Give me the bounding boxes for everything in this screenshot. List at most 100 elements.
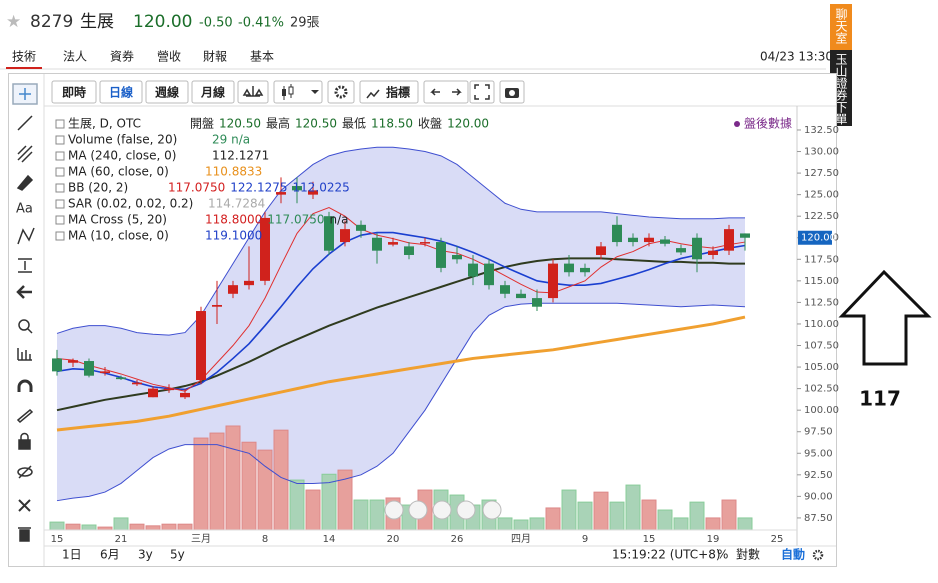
magnet-tool[interactable] (17, 379, 33, 392)
gear-icon[interactable] (334, 85, 348, 99)
brush-tool[interactable] (16, 174, 34, 191)
candle-body (340, 229, 350, 243)
hide-slash[interactable] (18, 465, 32, 479)
hide-tool[interactable] (17, 467, 33, 477)
settings-gear[interactable] (812, 549, 824, 561)
change-pct: -0.41% (238, 16, 284, 31)
timeframe-label[interactable]: 月線 (200, 85, 225, 100)
back-tool[interactable] (16, 285, 32, 299)
timeframe-button[interactable] (145, 80, 189, 104)
tab[interactable]: 資券 (110, 49, 134, 64)
remove-tools[interactable] (18, 499, 31, 512)
legend-toggle[interactable] (55, 151, 65, 161)
tab[interactable]: 法人 (63, 50, 87, 64)
candle-body (180, 392, 190, 398)
legend-toggle[interactable] (55, 167, 65, 177)
trash-tool[interactable] (19, 529, 30, 542)
legend-value: 112.1271 (212, 149, 269, 163)
candle-body (436, 242, 446, 268)
timeframe-label[interactable]: 即時 (62, 85, 86, 100)
volume-bar (513, 519, 529, 531)
pager-button[interactable] (432, 500, 452, 520)
fullscreen-icon[interactable] (474, 84, 490, 100)
candle-body (244, 280, 254, 286)
fib-tool[interactable] (17, 145, 33, 163)
volume-bar (609, 501, 625, 531)
legend-value: 118.50 (371, 117, 413, 131)
chat-tab-label[interactable]: 聊天室 (834, 8, 848, 44)
pager-button[interactable] (408, 500, 428, 520)
timeframe-label[interactable]: 日線 (109, 85, 133, 100)
pager-button[interactable] (456, 500, 476, 520)
chat-tab[interactable] (830, 4, 852, 50)
bars-tool[interactable] (17, 348, 32, 361)
log-toggle[interactable]: 對數 (736, 548, 760, 562)
range-button[interactable]: 6月 (100, 548, 120, 562)
pager-button[interactable] (384, 500, 404, 520)
camera-lens[interactable] (509, 90, 515, 96)
clock: 15:19:22 (UTC+8) (612, 548, 721, 562)
legend-toggle[interactable] (55, 183, 65, 193)
order-tab-label[interactable]: 玉山證券下單 (834, 53, 848, 125)
undo-redo-icon[interactable] (430, 88, 462, 96)
percent-toggle[interactable]: % (717, 548, 728, 562)
range-button[interactable]: 5y (170, 548, 185, 562)
legend-label: 生展, D, OTC (68, 117, 141, 131)
last-price-box (798, 230, 832, 245)
volume-bar (369, 499, 385, 531)
tab[interactable]: 營收 (157, 50, 181, 64)
line-tool[interactable] (17, 115, 33, 131)
pager-button[interactable] (482, 500, 502, 520)
volume-bar (289, 479, 305, 531)
crosshair-icon[interactable] (19, 88, 31, 100)
indicator-label[interactable]: 指標 (386, 85, 410, 100)
legend-label: MA (60, close, 0) (68, 165, 169, 179)
legend-value: 120.50 (219, 117, 261, 131)
undo-redo-button[interactable] (423, 80, 469, 104)
range-button[interactable]: 1日 (62, 548, 82, 562)
legend-toggle[interactable] (55, 199, 65, 209)
legend-toggle[interactable] (55, 215, 65, 225)
settings-button[interactable] (327, 80, 355, 104)
legend-value: 112.0225 (293, 181, 350, 195)
star[interactable]: ★ (6, 12, 21, 32)
dropdown-icon[interactable] (311, 90, 319, 94)
chart-type-button[interactable] (273, 80, 323, 104)
candle-body (564, 263, 574, 273)
timeframe-button[interactable] (99, 80, 143, 104)
candle-icon[interactable] (282, 89, 286, 96)
zoom-handle[interactable] (27, 328, 33, 334)
indicator-icon[interactable] (366, 89, 380, 99)
change: -0.50 (199, 16, 233, 31)
volume-bar (593, 491, 609, 531)
tab[interactable]: 基本 (250, 50, 274, 64)
tab[interactable]: 財報 (203, 49, 227, 64)
legend-toggle[interactable] (55, 231, 65, 241)
volume-bar (49, 521, 65, 531)
legend-toggle[interactable] (55, 135, 65, 145)
x-tick-label: 8 (262, 534, 268, 545)
lock-shackle[interactable] (20, 432, 29, 440)
candle-icon[interactable] (288, 86, 294, 95)
volume-bar (273, 429, 289, 531)
pencil-lock-tool[interactable] (16, 408, 34, 424)
fullscreen-button[interactable] (469, 80, 495, 104)
y-tick-label: 127.50 (804, 168, 839, 179)
lock-tool[interactable] (18, 439, 31, 450)
range-button[interactable]: 3y (138, 548, 153, 562)
candle-body (228, 285, 238, 294)
candle-body (196, 311, 206, 380)
timeframe-button[interactable] (191, 80, 235, 104)
measure-tool[interactable] (18, 258, 32, 273)
text-tool[interactable]: Aa (16, 202, 33, 217)
after-hours-link[interactable]: 盤後數據 (744, 117, 792, 131)
zoom-tool[interactable] (18, 319, 30, 331)
timeframe-label[interactable]: 週線 (155, 85, 179, 100)
scale-icon[interactable] (242, 86, 264, 97)
timeframe-button[interactable] (51, 80, 97, 104)
legend-toggle[interactable] (55, 119, 65, 129)
pattern-tool[interactable] (17, 227, 35, 245)
auto-toggle[interactable]: 自動 (781, 547, 805, 562)
indicator-button[interactable] (359, 80, 419, 104)
tab[interactable]: 技術 (12, 50, 36, 64)
